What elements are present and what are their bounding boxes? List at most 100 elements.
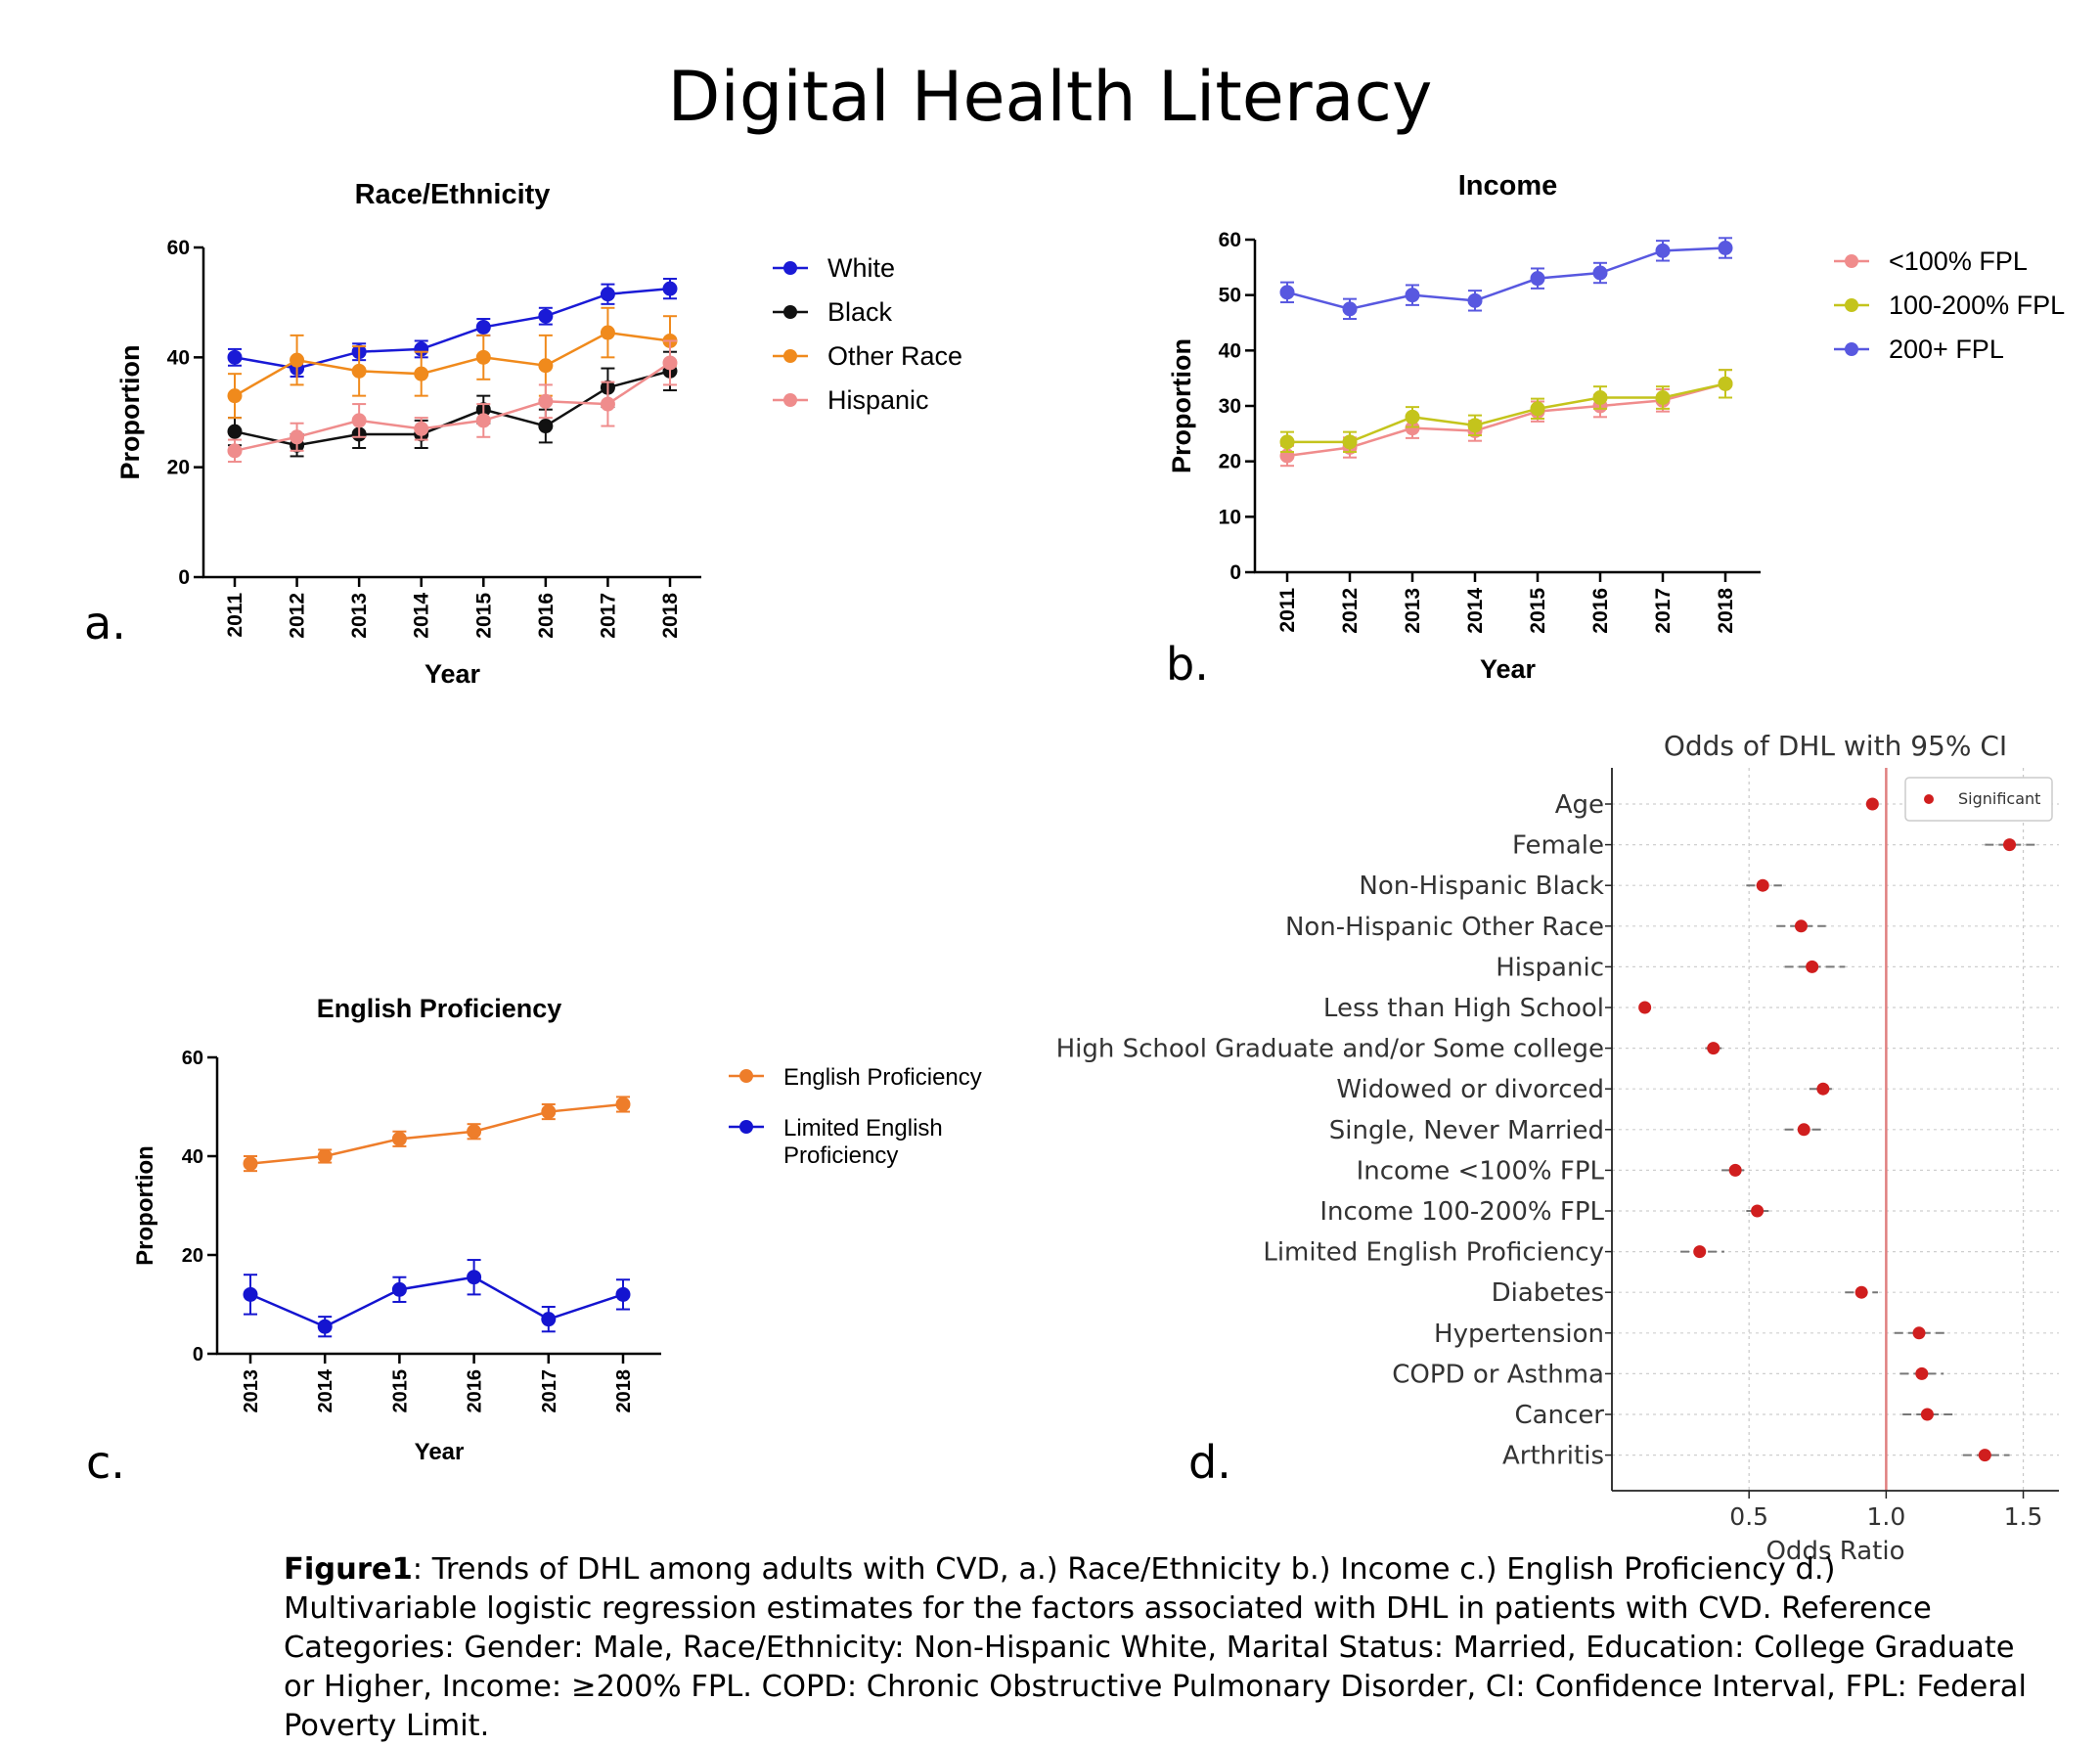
data-point [1530,271,1545,287]
legend-entry: White [773,253,895,283]
data-point [541,1104,557,1120]
data-point [538,393,554,409]
series-english-proficiency [243,1096,631,1173]
odds-row: Hispanic [1496,953,1846,982]
forest-plot-d: Odds of DHL with 95% CI 0.5 1.0 1.5 Odds Rat… [1056,730,2059,1566]
legend-marker [1924,794,1934,804]
data-point [1592,390,1608,405]
panel-letter-c: c. [86,1436,125,1489]
data-point [243,1156,258,1172]
legend-label: English Proficiency [783,1064,982,1091]
odds-ratio-point [1638,1001,1652,1014]
line-chart-c: English Proficiency 0 20 40 60 2013 2014 2015 20… [132,994,982,1465]
data-point [1718,376,1733,391]
x-tick-label: 2013 [1402,588,1424,634]
series-other-race [227,306,678,420]
odds-ratio-point [1728,1163,1742,1177]
y-axis-label: Proportion [1167,338,1196,473]
data-point [1405,421,1420,436]
x-tick-label: 1.5 [2004,1502,2043,1531]
data-point [1592,265,1608,281]
line-chart-a: Race/Ethnicity 0 20 40 60 2011 2012 2013 2014 201… [115,179,962,689]
category-label: Hispanic [1496,953,1604,982]
main-title: Digital Health Literacy [667,57,1433,137]
odds-row: Non-Hispanic Other Race [1285,913,1826,942]
odds-ratio-point [1854,1285,1868,1299]
series-100-200-fpl [1279,369,1733,454]
odds-row: Less than High School [1323,994,1652,1023]
series-line [1287,382,1726,444]
x-tick-label: 1.0 [1866,1502,1905,1531]
legend-entry: <100% FPL [1834,246,2028,276]
legend-label: <100% FPL [1889,246,2028,276]
odds-ratio-point [1912,1326,1926,1340]
legend-label: Black [827,297,893,327]
odds-ratio-point [1794,919,1808,933]
x-tick-label: 2017 [597,593,619,639]
y-tick-label: 20 [182,1245,203,1267]
data-point [538,358,554,374]
data-point [1405,288,1420,303]
legend-marker [1845,254,1858,268]
x-tick-label: 2016 [1589,588,1612,634]
data-point [1405,409,1420,425]
y-axis-label: Proportion [132,1145,158,1266]
category-label: Age [1555,790,1604,820]
x-tick-label: 0.5 [1729,1502,1768,1531]
y-tick-label: 40 [182,1146,203,1168]
odds-row: Cancer [1514,1401,1955,1430]
data-point [475,319,491,335]
odds-row: Widowed or divorced [1336,1075,1837,1104]
y-tick-label: 60 [1219,229,1241,251]
x-tick-label: 2016 [465,1369,486,1413]
data-point [351,413,367,428]
series-line [1286,382,1726,458]
category-label: Income 100-200% FPL [1319,1197,1604,1227]
x-tick-label: 2015 [389,1369,411,1413]
y-tick-label: 30 [1219,395,1241,418]
legend-marker [783,393,797,407]
data-point [475,413,491,428]
category-label: Female [1512,831,1604,861]
x-axis-label: Year [424,659,481,689]
x-tick-label: 2014 [411,593,433,639]
odds-row: Income 100-200% FPL [1319,1197,1771,1227]
category-label: Less than High School [1323,994,1604,1023]
y-tick-label: 0 [178,566,190,589]
data-point [1655,243,1671,258]
odds-ratio-point [1915,1366,1929,1380]
x-tick-label: 2012 [1339,588,1362,634]
category-label: High School Graduate and/or Some college [1056,1035,1604,1064]
data-point [227,349,243,365]
series-line [234,287,671,370]
x-tick-label: 2018 [1715,588,1737,634]
data-point [1467,418,1483,433]
x-tick-label: 2018 [659,593,682,639]
x-tick-label: 2013 [241,1369,262,1413]
data-point [615,1097,631,1112]
legend: Significant [1904,777,2053,822]
panel-letter-a: a. [84,597,126,649]
odds-row: Single, Never Married [1329,1116,1823,1145]
series-200-fpl [1279,237,1733,321]
data-point [243,1286,258,1302]
y-tick-label: 0 [1229,561,1241,584]
odds-ratio-point [1751,1204,1765,1218]
data-point [1279,434,1295,450]
category-label: COPD or Asthma [1392,1360,1604,1389]
legend-entry: English Proficiency [729,1064,982,1091]
y-tick-label: 20 [167,457,190,479]
odds-ratio-point [1693,1245,1707,1259]
data-point [227,424,243,439]
legend-marker [1845,342,1858,356]
legend-marker [783,305,797,319]
category-label: Hypertension [1434,1320,1604,1349]
data-point [414,366,429,381]
x-tick-label: 2017 [539,1369,560,1413]
category-label: Income <100% FPL [1357,1156,1605,1186]
data-point [538,419,554,434]
x-tick-label: 2018 [613,1369,635,1413]
legend-marker [783,261,797,275]
x-tick-label: 2017 [1652,588,1675,634]
